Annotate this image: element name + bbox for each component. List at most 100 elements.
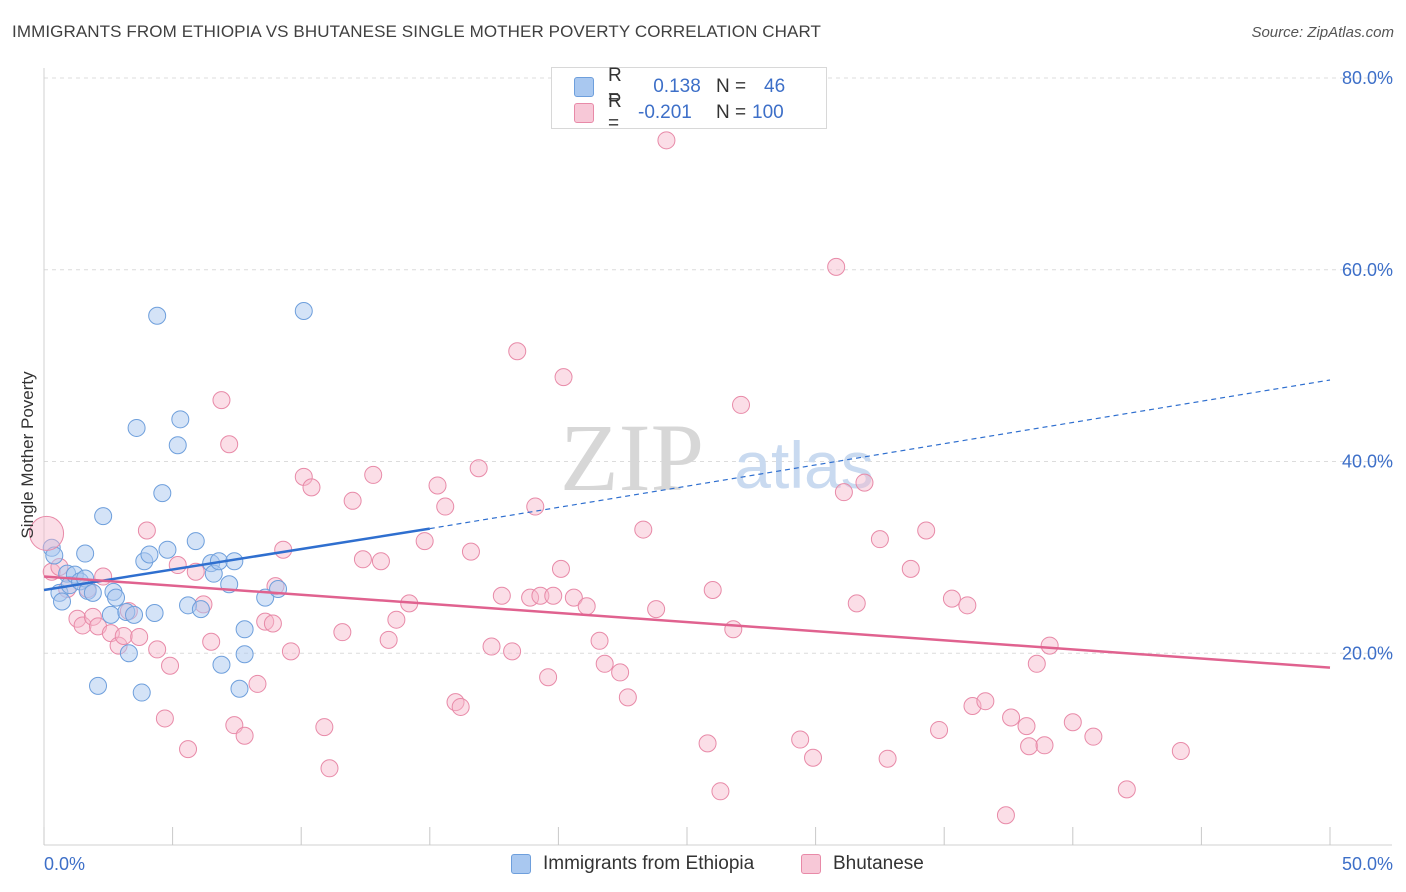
data-point-ethiopia: [186, 532, 205, 551]
data-point-bhutanese: [353, 550, 372, 569]
data-point-bhutanese: [711, 782, 730, 801]
data-point-bhutanese: [428, 476, 447, 495]
data-point-bhutanese: [531, 586, 550, 605]
data-point-bhutanese: [539, 668, 558, 687]
legend-n-value: 46: [764, 76, 786, 97]
data-point-bhutanese: [364, 465, 383, 484]
data-point-bhutanese: [436, 497, 455, 516]
y-tick-label: 80.0%: [1342, 68, 1393, 88]
data-point-bhutanese: [634, 520, 653, 539]
data-point-ethiopia: [83, 583, 102, 602]
data-point-ethiopia: [125, 605, 144, 624]
data-point-bhutanese: [870, 530, 889, 549]
legend-swatch-pink: [574, 103, 594, 123]
legend-label-bhutanese: Bhutanese: [833, 853, 924, 874]
data-point-bhutanese: [130, 627, 149, 646]
data-point-ethiopia: [148, 306, 167, 325]
legend-n-label: N =: [716, 102, 747, 123]
data-point-bhutanese: [878, 749, 897, 768]
legend-n-label: N =: [716, 76, 747, 97]
data-point-bhutanese: [235, 726, 254, 745]
data-point-bhutanese: [492, 586, 511, 605]
data-point-bhutanese: [212, 391, 231, 410]
data-point-bhutanese: [698, 734, 717, 753]
data-point-ethiopia: [158, 540, 177, 559]
data-point-bhutanese: [1063, 713, 1082, 732]
data-point-bhutanese: [554, 368, 573, 387]
data-point-ethiopia: [294, 301, 313, 320]
data-point-bhutanese: [220, 435, 239, 454]
data-point-bhutanese: [1027, 654, 1046, 673]
data-point-ethiopia: [230, 679, 249, 698]
data-point-bhutanese: [827, 257, 846, 276]
data-point-bhutanese: [333, 623, 352, 642]
data-point-bhutanese: [1002, 708, 1021, 727]
y-axis-label: Single Mother Poverty: [18, 371, 37, 539]
data-point-ethiopia: [168, 436, 187, 455]
data-point-bhutanese: [294, 467, 313, 486]
data-point-bhutanese: [901, 559, 920, 578]
data-point-ethiopia: [45, 546, 64, 565]
data-point-ethiopia: [29, 515, 65, 551]
legend-swatch-pink: [801, 854, 821, 874]
data-point-bhutanese: [155, 709, 174, 728]
data-point-bhutanese: [202, 632, 221, 651]
data-point-bhutanese: [958, 596, 977, 615]
x-tick-label: 0.0%: [44, 854, 85, 874]
data-point-bhutanese: [274, 540, 293, 559]
data-point-ethiopia: [235, 620, 254, 639]
data-point-bhutanese: [371, 552, 390, 571]
data-point-bhutanese: [1040, 636, 1059, 655]
data-point-bhutanese: [281, 642, 300, 661]
trend-line-bhutanese: [43, 575, 1331, 669]
data-point-bhutanese: [544, 586, 563, 605]
data-point-bhutanese: [942, 589, 961, 608]
series-ethiopia: [29, 301, 313, 702]
data-point-bhutanese: [1084, 727, 1103, 746]
data-point-bhutanese: [724, 620, 743, 639]
trend-line-ethiopia-extrapolated: [429, 379, 1331, 530]
data-point-bhutanese: [930, 720, 949, 739]
data-point-bhutanese: [804, 748, 823, 767]
data-point-bhutanese: [320, 759, 339, 778]
data-point-bhutanese: [732, 395, 751, 414]
x-tick-label: 50.0%: [1342, 854, 1393, 874]
data-point-bhutanese: [379, 630, 398, 649]
data-point-ethiopia: [191, 600, 210, 619]
legend-row-ethiopia: R = 0.138 N = 46: [574, 65, 786, 108]
data-point-bhutanese: [791, 730, 810, 749]
data-point-bhutanese: [482, 637, 501, 656]
data-point-bhutanese: [263, 614, 282, 633]
data-point-bhutanese: [703, 580, 722, 599]
data-point-bhutanese: [976, 692, 995, 711]
data-point-bhutanese: [508, 342, 527, 361]
grid-lines: [44, 77, 1392, 654]
watermark-zip: ZIP: [560, 404, 704, 511]
data-point-bhutanese: [179, 740, 198, 759]
legend-swatch-blue: [511, 854, 531, 874]
source-label: Source: ZipAtlas.com: [1251, 24, 1394, 41]
data-point-ethiopia: [269, 580, 288, 599]
data-point-ethiopia: [153, 484, 172, 503]
data-point-ethiopia: [94, 507, 113, 526]
data-point-bhutanese: [343, 491, 362, 510]
data-point-bhutanese: [618, 688, 637, 707]
stats-legend: R = 0.138 N = 46 R = -0.201 N = 100: [551, 65, 827, 134]
data-point-bhutanese: [83, 607, 102, 626]
legend-n-value: 100: [752, 102, 784, 123]
data-point-bhutanese: [1017, 717, 1036, 736]
legend-r-label: R =: [608, 91, 622, 134]
data-point-bhutanese: [996, 806, 1015, 825]
data-point-bhutanese: [451, 697, 470, 716]
data-point-bhutanese: [590, 631, 609, 650]
tick-labels: 20.0% 40.0% 60.0% 80.0% 0.0% 50.0%: [44, 68, 1393, 874]
data-point-ethiopia: [53, 592, 72, 611]
data-point-bhutanese: [168, 556, 187, 575]
bottom-legend-bhutanese: Bhutanese: [801, 852, 924, 876]
data-point-bhutanese: [611, 663, 630, 682]
data-point-bhutanese: [657, 131, 676, 150]
data-point-ethiopia: [145, 603, 164, 622]
chart-title: IMMIGRANTS FROM ETHIOPIA VS BHUTANESE SI…: [12, 22, 822, 41]
data-point-bhutanese: [647, 600, 666, 619]
data-point-bhutanese: [834, 483, 853, 502]
